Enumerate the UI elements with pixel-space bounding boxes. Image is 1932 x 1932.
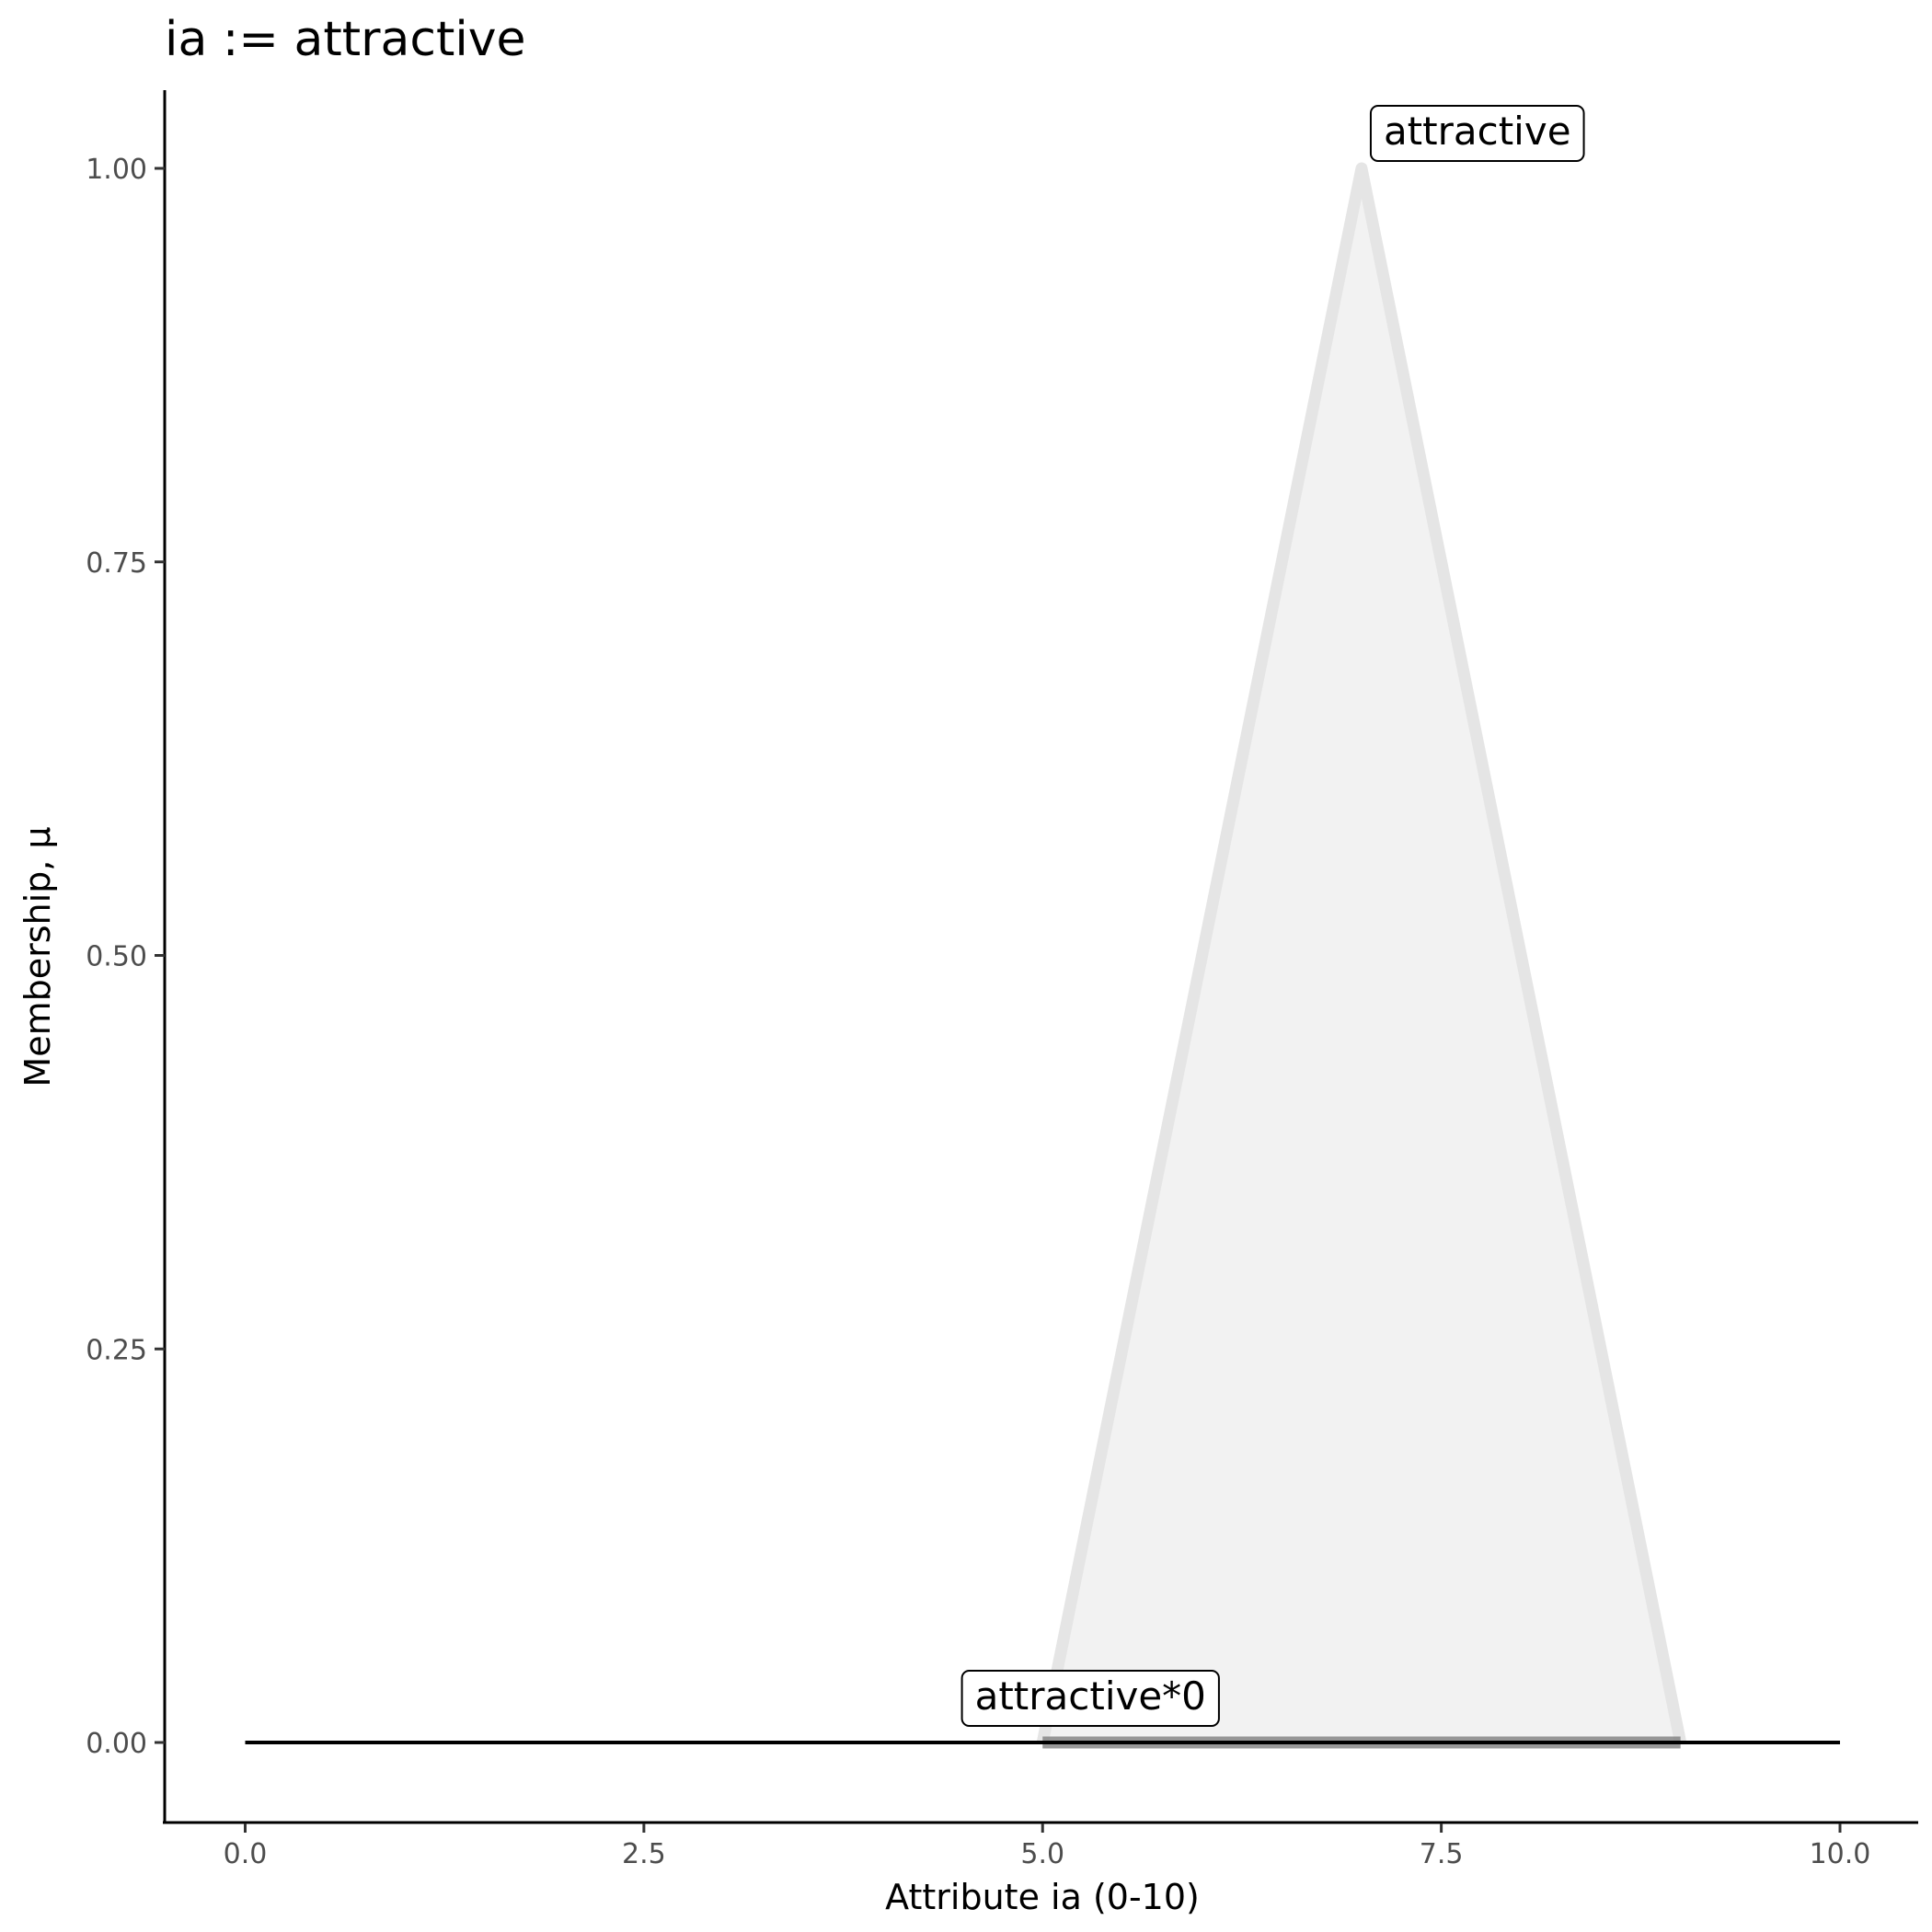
x-tick-label: 0.0 [224, 1838, 268, 1870]
annotation-label: attractive*0 [960, 1670, 1220, 1727]
y-tick-label: 0.50 [86, 941, 147, 973]
x-tick-label: 7.5 [1420, 1838, 1464, 1870]
y-tick-label: 1.00 [86, 154, 147, 186]
annotation-box [1369, 105, 1585, 162]
y-tick-label: 0.00 [86, 1728, 147, 1760]
annotation-label: attractive [1369, 105, 1585, 162]
y-axis-title: Membership, μ [17, 826, 58, 1087]
x-axis-title: Attribute ia (0-10) [885, 1877, 1200, 1917]
y-tick-label: 0.25 [86, 1334, 147, 1366]
annotation-box [960, 1670, 1220, 1727]
annotation-text: attractive [1384, 109, 1571, 154]
annotation-text: attractive*0 [975, 1673, 1206, 1719]
attractive-line [1036, 162, 1687, 1744]
x-tick-label: 5.0 [1020, 1838, 1064, 1870]
x-tick-label: 10.0 [1810, 1838, 1871, 1870]
x-tick-label: 2.5 [622, 1838, 666, 1870]
chart-title: ia := attractive [165, 12, 526, 67]
attractive-area [1042, 168, 1681, 1742]
y-tick-label: 0.75 [86, 547, 147, 580]
